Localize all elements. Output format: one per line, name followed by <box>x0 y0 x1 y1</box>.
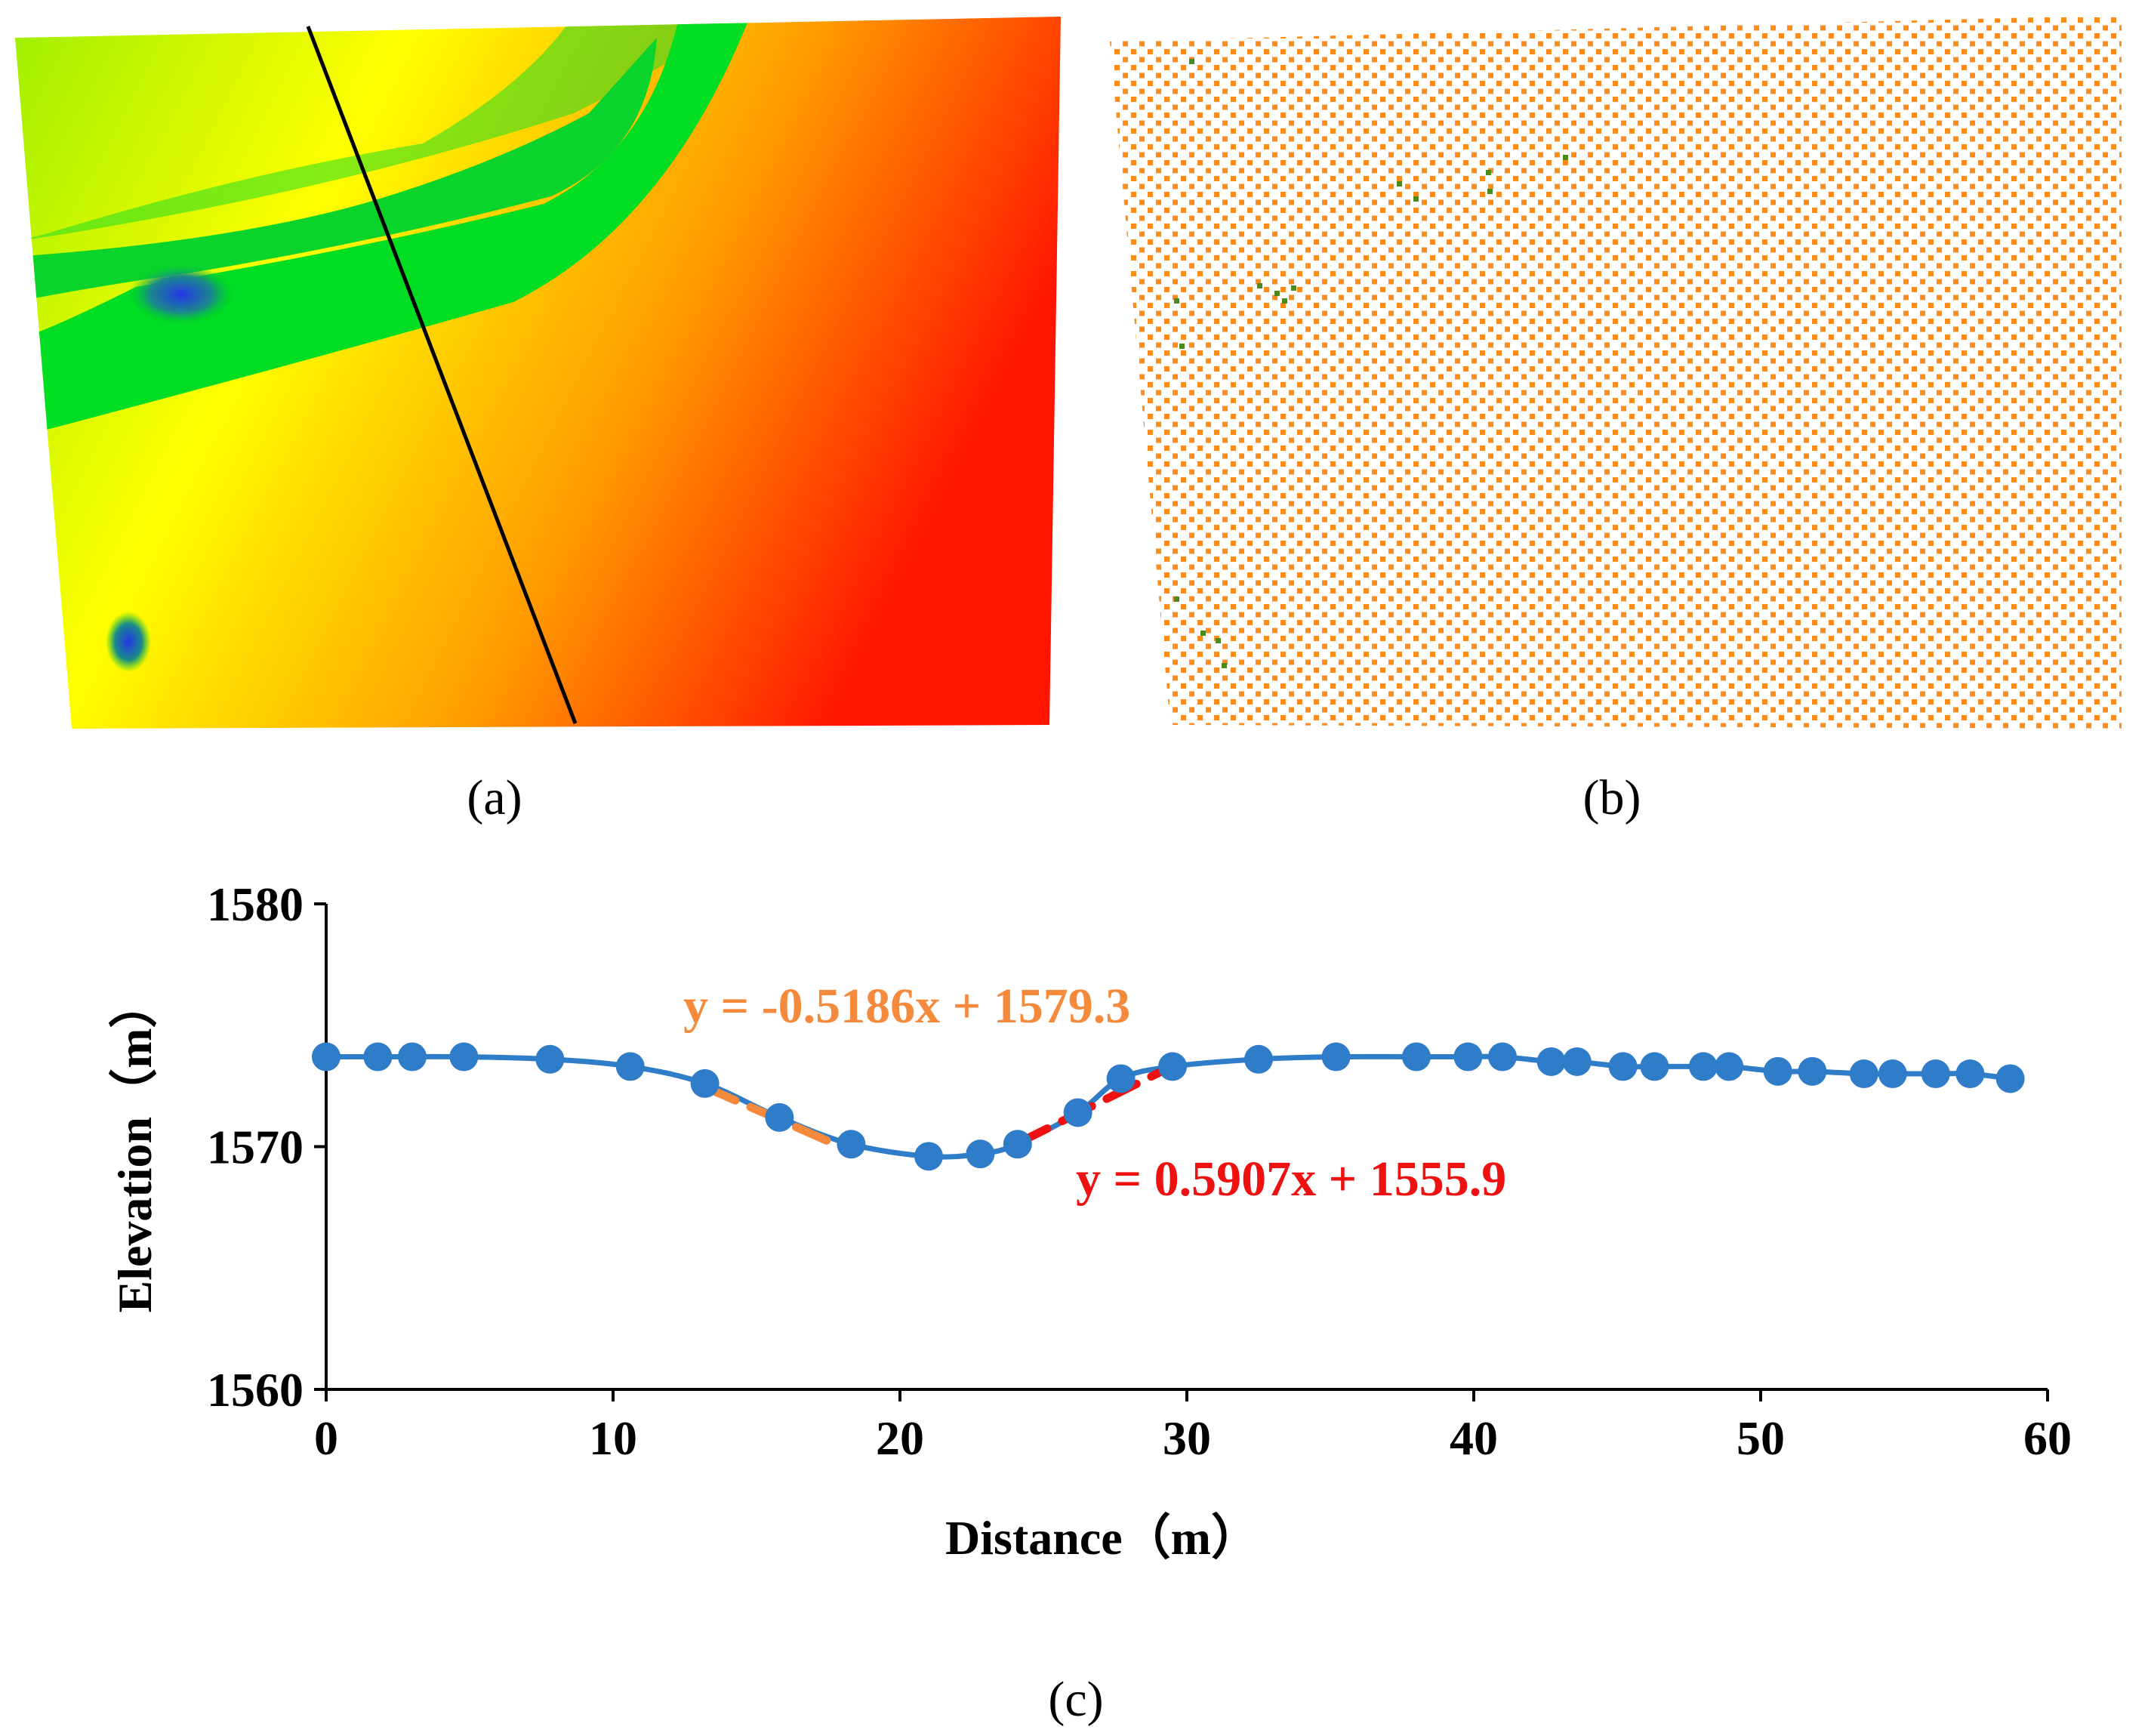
data-point <box>1921 1059 1950 1089</box>
data-point <box>765 1102 794 1132</box>
data-point <box>1878 1059 1907 1089</box>
x-tick-label: 10 <box>589 1411 637 1465</box>
y-axis-label: Elevation（m） <box>108 980 162 1313</box>
data-point <box>1536 1047 1566 1076</box>
data-markers <box>312 1042 2025 1171</box>
data-point <box>1763 1056 1792 1086</box>
data-point <box>1244 1044 1273 1074</box>
x-tick-label: 60 <box>2023 1411 2072 1465</box>
fit-equation-descending: y = -0.5186x + 1579.3 <box>683 979 1130 1034</box>
fit-line-ascending <box>1013 1062 1177 1148</box>
depression-blue <box>128 264 234 325</box>
data-point <box>615 1052 645 1081</box>
data-point <box>363 1042 393 1072</box>
data-point <box>1849 1059 1878 1089</box>
channel-band <box>15 17 747 438</box>
data-point <box>1106 1064 1136 1093</box>
data-point <box>449 1042 479 1072</box>
data-point <box>1798 1056 1827 1086</box>
y-tick-label: 1580 <box>207 877 304 931</box>
panel-b-caption: (b) <box>1583 770 1641 825</box>
data-point <box>914 1142 943 1171</box>
data-point <box>1715 1052 1744 1081</box>
data-point <box>1003 1130 1032 1159</box>
panel-b-pointcloud <box>1110 15 2122 729</box>
panel-a-map <box>15 17 1061 729</box>
data-point <box>398 1042 427 1072</box>
data-point <box>1995 1064 2025 1093</box>
x-ticks: 0 10 20 30 40 50 60 <box>314 1389 2072 1465</box>
data-point <box>1321 1042 1351 1072</box>
y-tick-label: 1570 <box>207 1121 304 1174</box>
ground-points <box>1110 15 2122 729</box>
data-point <box>1158 1052 1187 1081</box>
data-point <box>837 1130 866 1159</box>
data-point <box>966 1139 995 1169</box>
fit-equation-ascending: y = 0.5907x + 1555.9 <box>1076 1152 1506 1207</box>
data-point <box>312 1042 341 1072</box>
panel-a-caption: (a) <box>467 770 522 825</box>
non-ground-points <box>1174 59 1568 668</box>
data-point <box>535 1044 565 1074</box>
y-ticks: 1560 1570 1580 <box>207 877 326 1417</box>
data-point <box>1562 1047 1592 1076</box>
data-point <box>1453 1042 1483 1072</box>
channel-band-outer <box>15 17 725 242</box>
x-tick-label: 0 <box>314 1411 338 1465</box>
x-tick-label: 50 <box>1737 1411 1785 1465</box>
data-point <box>1402 1042 1431 1072</box>
data-point <box>1608 1052 1638 1081</box>
data-point <box>690 1068 720 1098</box>
data-point <box>1640 1052 1669 1081</box>
profile-chart: 1560 1570 1580 0 10 20 30 40 50 60 y = -0.5186x … <box>108 877 2072 1565</box>
data-point <box>1955 1059 1985 1089</box>
profile-transect-line <box>306 26 578 724</box>
data-point <box>1488 1042 1517 1072</box>
pit-blue <box>106 612 151 672</box>
channel-core <box>15 38 657 302</box>
panel-c-caption: (c) <box>1048 1672 1103 1727</box>
x-tick-label: 30 <box>1163 1411 1211 1465</box>
y-tick-label: 1560 <box>207 1363 304 1417</box>
x-tick-label: 20 <box>876 1411 924 1465</box>
data-point <box>1689 1052 1718 1081</box>
x-axis-label: Distance（m） <box>945 1511 1259 1565</box>
x-tick-label: 40 <box>1450 1411 1498 1465</box>
data-point <box>1063 1098 1092 1127</box>
